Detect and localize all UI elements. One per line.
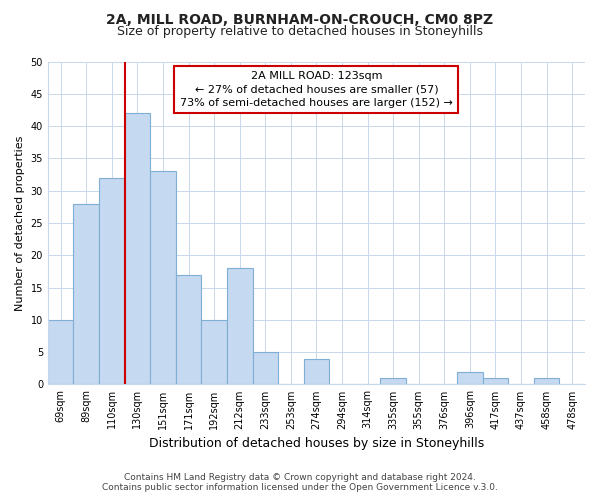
Bar — [304, 358, 329, 384]
X-axis label: Distribution of detached houses by size in Stoneyhills: Distribution of detached houses by size … — [149, 437, 484, 450]
Bar — [202, 320, 227, 384]
Bar — [176, 274, 202, 384]
Text: 2A, MILL ROAD, BURNHAM-ON-CROUCH, CM0 8PZ: 2A, MILL ROAD, BURNHAM-ON-CROUCH, CM0 8P… — [106, 12, 494, 26]
Bar — [48, 320, 73, 384]
Bar — [227, 268, 253, 384]
Bar — [73, 204, 99, 384]
Y-axis label: Number of detached properties: Number of detached properties — [15, 136, 25, 310]
Bar — [482, 378, 508, 384]
Text: 2A MILL ROAD: 123sqm
← 27% of detached houses are smaller (57)
73% of semi-detac: 2A MILL ROAD: 123sqm ← 27% of detached h… — [180, 71, 453, 108]
Bar — [253, 352, 278, 384]
Text: Size of property relative to detached houses in Stoneyhills: Size of property relative to detached ho… — [117, 25, 483, 38]
Bar — [125, 113, 150, 384]
Bar — [457, 372, 482, 384]
Bar — [150, 172, 176, 384]
Bar — [534, 378, 559, 384]
Bar — [380, 378, 406, 384]
Text: Contains HM Land Registry data © Crown copyright and database right 2024.
Contai: Contains HM Land Registry data © Crown c… — [102, 473, 498, 492]
Bar — [99, 178, 125, 384]
